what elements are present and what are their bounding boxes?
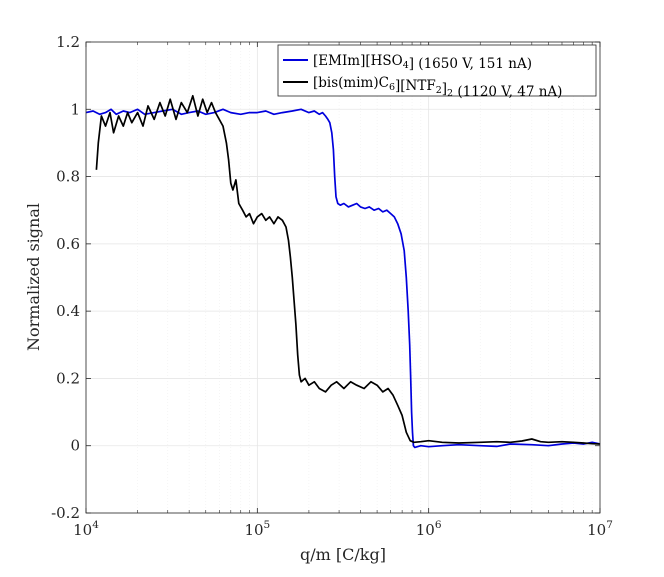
y-tick-label: 0.6	[56, 235, 80, 253]
y-tick-label: 1	[70, 100, 80, 118]
x-tick-label: 107	[587, 519, 613, 539]
legend: [EMIm][HSO4] (1650 V, 151 nA) [bis(mim)C…	[277, 44, 597, 100]
plot-frame	[85, 41, 601, 514]
legend-entry-bismim: [bis(mim)C6][NTF2]2 (1120 V, 47 nA)	[313, 75, 562, 100]
y-tick-label: 1.2	[56, 33, 80, 51]
legend-box	[277, 44, 597, 97]
x-tick-label: 105	[244, 519, 270, 539]
y-tick-label: -0.2	[51, 504, 80, 522]
y-tick-label: 0.4	[56, 302, 80, 320]
series-line-1	[95, 94, 601, 445]
ticks	[85, 41, 601, 514]
x-tick-label: 104	[73, 519, 99, 539]
series-layer	[85, 94, 601, 449]
legend-entry-emim: [EMIm][HSO4] (1650 V, 151 nA)	[313, 53, 532, 72]
x-tick-label: 106	[416, 519, 442, 539]
y-tick-label: 0	[70, 437, 80, 455]
series-line-0	[85, 108, 601, 449]
plot-background	[86, 42, 600, 513]
tick-labels: -0.2 0 0.2 0.4 0.6 0.8 1 1.2 104 105 106 107	[51, 33, 613, 539]
y-tick-label: 0.8	[56, 168, 80, 186]
x-axis-label: q/m [C/kg]	[300, 545, 386, 564]
y-axis-label: Normalized signal	[24, 203, 43, 351]
y-tick-label: 0.2	[56, 369, 80, 387]
